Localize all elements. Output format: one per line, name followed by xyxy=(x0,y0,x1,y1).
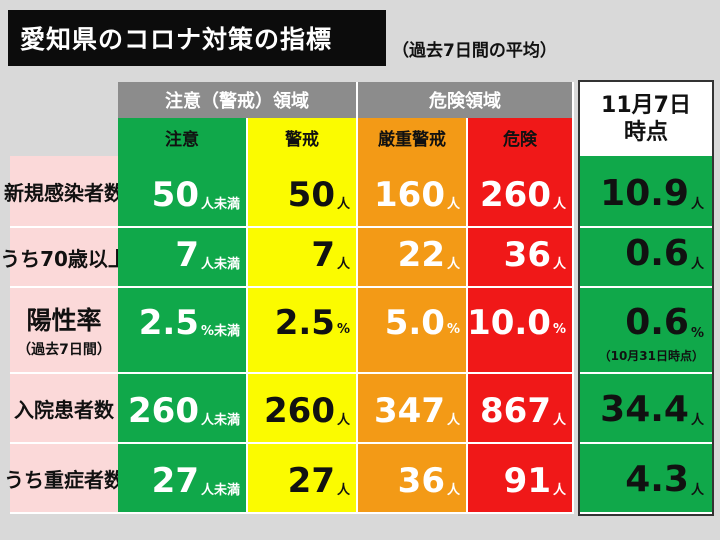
current-positivity-note: （10月31日時点） xyxy=(598,349,704,363)
value: 160 xyxy=(374,175,445,215)
value: 91 xyxy=(503,461,551,501)
value: 5.0 xyxy=(384,303,445,343)
column-header-warning: 警戒 xyxy=(248,118,358,156)
value: 260 xyxy=(128,391,199,431)
unit: 人未満 xyxy=(200,483,240,498)
value: 2.5 xyxy=(138,303,199,343)
unit: 人 xyxy=(336,257,350,272)
unit: 人 xyxy=(446,483,460,498)
cell-severe-danger: 91 人 xyxy=(468,444,574,514)
unit: % xyxy=(690,326,704,341)
unit: % xyxy=(336,321,350,337)
unit: 人 xyxy=(552,483,566,498)
row-label-new-cases: 新規感染者数 xyxy=(4,156,124,228)
unit: % xyxy=(552,321,566,337)
value: 50 xyxy=(287,175,335,215)
unit: 人未満 xyxy=(200,197,240,212)
value: 4.3 xyxy=(625,459,689,500)
value: 27 xyxy=(151,461,199,501)
current-status-header: 11月7日 時点 xyxy=(580,82,712,156)
value: 2.5 xyxy=(274,303,335,343)
cell-new-cases-strict: 160 人 xyxy=(358,156,468,228)
cell-over-70-caution: 7 人未満 xyxy=(118,228,248,288)
value: 22 xyxy=(397,235,445,275)
cell-inpatients-warning: 260 人 xyxy=(248,374,358,444)
cell-severe-strict: 36 人 xyxy=(358,444,468,514)
value: 27 xyxy=(287,461,335,501)
unit: 人 xyxy=(446,197,460,212)
row-label-text: 新規感染者数 xyxy=(4,180,124,205)
current-date: 11月7日 xyxy=(601,92,691,118)
cell-positivity-caution: 2.5 %未満 xyxy=(118,288,248,374)
page-subtitle: （過去7日間の平均） xyxy=(392,41,557,61)
cell-new-cases-warning: 50 人 xyxy=(248,156,358,228)
row-label-inpatients: 入院患者数 xyxy=(10,374,118,444)
unit: % xyxy=(446,321,460,337)
unit: 人 xyxy=(336,413,350,428)
unit: 人 xyxy=(690,197,704,212)
value: 7 xyxy=(311,235,335,275)
unit: 人 xyxy=(690,483,704,498)
value: 260 xyxy=(264,391,335,431)
cell-new-cases-caution: 50 人未満 xyxy=(118,156,248,228)
row-label-text: うち70歳以上 xyxy=(0,246,128,271)
cell-positivity-strict: 5.0% xyxy=(358,288,468,374)
cell-new-cases-danger: 260 人 xyxy=(468,156,574,228)
cell-inpatients-danger: 867 人 xyxy=(468,374,574,444)
cell-severe-caution: 27 人未満 xyxy=(118,444,248,514)
value: 347 xyxy=(374,391,445,431)
value: 10.0 xyxy=(467,303,551,343)
current-date-suffix: 時点 xyxy=(623,120,668,145)
value: 0.6 xyxy=(625,233,689,274)
unit: 人 xyxy=(336,197,350,212)
row-label-positivity-rate: 陽性率 （過去7日間） xyxy=(10,288,118,374)
current-over-70: 0.6 人 xyxy=(580,228,712,288)
current-new-cases: 10.9 人 xyxy=(580,156,712,228)
column-header-caution: 注意 xyxy=(118,118,248,156)
unit: 人 xyxy=(690,257,704,272)
group-header-caution: 注意（警戒）領域 xyxy=(118,82,358,118)
row-label-text: 入院患者数 xyxy=(14,397,114,422)
value: 7 xyxy=(175,235,199,275)
page-title: 愛知県のコロナ対策の指標 xyxy=(8,10,386,66)
group-header-danger: 危険領域 xyxy=(358,82,574,118)
value: 10.9 xyxy=(600,173,689,214)
cell-positivity-warning: 2.5% xyxy=(248,288,358,374)
current-inpatients: 34.4 人 xyxy=(580,374,712,444)
current-severe: 4.3 人 xyxy=(580,444,712,514)
cell-positivity-danger: 10.0% xyxy=(467,288,574,374)
unit: 人未満 xyxy=(200,413,240,428)
value: 260 xyxy=(480,175,551,215)
value: 36 xyxy=(503,235,551,275)
row-label-subtext: （過去7日間） xyxy=(17,342,111,358)
unit: 人 xyxy=(690,413,704,428)
unit: 人 xyxy=(552,197,566,212)
unit: 人 xyxy=(336,483,350,498)
unit: %未満 xyxy=(200,323,240,339)
cell-inpatients-caution: 260 人未満 xyxy=(118,374,248,444)
row-label-over-70: うち70歳以上 xyxy=(0,228,128,288)
unit: 人 xyxy=(446,413,460,428)
value: 867 xyxy=(480,391,551,431)
row-label-severe: うち重症者数 xyxy=(4,444,124,514)
unit: 人 xyxy=(446,257,460,272)
row-label-text: 陽性率 xyxy=(26,306,102,335)
cell-severe-warning: 27 人 xyxy=(248,444,358,514)
column-header-danger: 危険 xyxy=(468,118,574,156)
value: 50 xyxy=(151,175,199,215)
value: 0.6 xyxy=(625,302,689,343)
column-header-strict-warning: 厳重警戒 xyxy=(358,118,468,156)
unit: 人 xyxy=(552,257,566,272)
unit: 人未満 xyxy=(200,257,240,272)
cell-over-70-danger: 36 人 xyxy=(468,228,574,288)
cell-inpatients-strict: 347 人 xyxy=(358,374,468,444)
value: 34.4 xyxy=(600,389,689,430)
row-label-text: うち重症者数 xyxy=(4,467,124,492)
current-positivity-rate: 0.6% （10月31日時点） xyxy=(580,288,712,374)
value: 36 xyxy=(397,461,445,501)
unit: 人 xyxy=(552,413,566,428)
cell-over-70-strict: 22 人 xyxy=(358,228,468,288)
